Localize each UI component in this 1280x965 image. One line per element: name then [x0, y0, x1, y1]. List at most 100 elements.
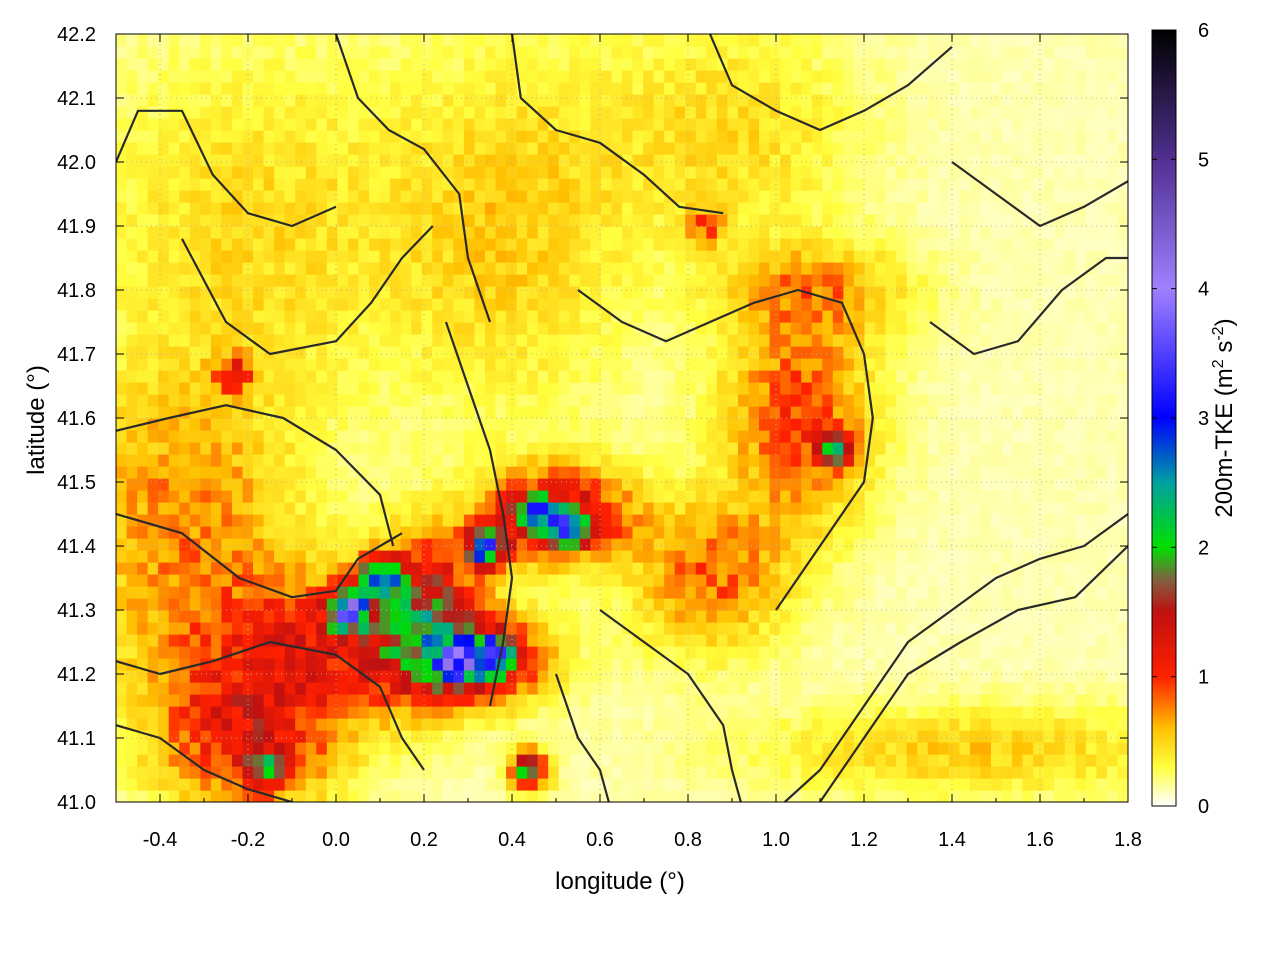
tke-cell: [1075, 382, 1086, 395]
tke-cell: [1065, 514, 1076, 527]
tke-cell: [285, 622, 296, 635]
tke-cell: [1023, 502, 1034, 515]
tke-cell: [1086, 394, 1097, 407]
tke-cell: [938, 730, 949, 743]
tke-cell: [759, 322, 770, 335]
tke-cell: [485, 754, 496, 767]
tke-cell: [1117, 718, 1128, 731]
tke-cell: [907, 418, 918, 431]
tke-cell: [348, 622, 359, 635]
tke-cell: [327, 610, 338, 623]
tke-cell: [464, 646, 475, 659]
tke-cell: [938, 406, 949, 419]
tke-cell: [875, 646, 886, 659]
tke-cell: [1096, 634, 1107, 647]
tke-cell: [601, 658, 612, 671]
tke-cell: [1096, 550, 1107, 563]
tke-cell: [485, 514, 496, 527]
tke-cell: [496, 346, 507, 359]
tke-cell: [1012, 466, 1023, 479]
tke-cell: [1117, 682, 1128, 695]
tke-cell: [1054, 358, 1065, 371]
tke-cell: [633, 442, 644, 455]
tke-cell: [243, 382, 254, 395]
tke-cell: [1117, 742, 1128, 755]
tke-cell: [706, 490, 717, 503]
tke-cell: [991, 562, 1002, 575]
tke-cell: [601, 286, 612, 299]
tke-cell: [1065, 646, 1076, 659]
tke-cell: [411, 214, 422, 227]
tke-cell: [264, 358, 275, 371]
tke-cell: [970, 742, 981, 755]
tke-cell: [443, 598, 454, 611]
tke-cell: [917, 250, 928, 263]
tke-cell: [791, 694, 802, 707]
tke-cell: [717, 502, 728, 515]
tke-cell: [390, 502, 401, 515]
tke-cell: [517, 202, 528, 215]
tke-cell: [685, 190, 696, 203]
tke-cell: [917, 586, 928, 599]
tke-cell: [538, 334, 549, 347]
tke-cell: [348, 790, 359, 803]
tke-cell: [664, 478, 675, 491]
tke-cell: [358, 286, 369, 299]
tke-cell: [274, 694, 285, 707]
tke-cell: [380, 442, 391, 455]
tke-cell: [211, 274, 222, 287]
tke-cell: [295, 706, 306, 719]
tke-cell: [559, 418, 570, 431]
tke-cell: [822, 730, 833, 743]
tke-cell: [548, 478, 559, 491]
tke-cell: [611, 286, 622, 299]
tke-cell: [1033, 586, 1044, 599]
tke-cell: [864, 622, 875, 635]
tke-cell: [358, 262, 369, 275]
tke-cell: [1054, 202, 1065, 215]
tke-cell: [633, 526, 644, 539]
tke-cell: [759, 562, 770, 575]
tke-cell: [791, 262, 802, 275]
tke-cell: [854, 238, 865, 251]
tke-cell: [706, 370, 717, 383]
tke-cell: [548, 682, 559, 695]
tke-cell: [306, 178, 317, 191]
tke-cell: [601, 550, 612, 563]
tke-cell: [358, 418, 369, 431]
tke-cell: [337, 286, 348, 299]
tke-cell: [337, 358, 348, 371]
tke-cell: [548, 718, 559, 731]
tke-cell: [200, 310, 211, 323]
tke-cell: [569, 694, 580, 707]
tke-cell: [369, 430, 380, 443]
tke-cell: [422, 466, 433, 479]
tke-cell: [727, 586, 738, 599]
tke-cell: [1023, 298, 1034, 311]
tke-cell: [390, 658, 401, 671]
tke-cell: [1096, 646, 1107, 659]
tke-cell: [548, 586, 559, 599]
tke-cell: [538, 250, 549, 263]
tke-cell: [527, 262, 538, 275]
tke-cell: [875, 226, 886, 239]
tke-cell: [812, 622, 823, 635]
tke-cell: [137, 238, 148, 251]
tke-cell: [770, 706, 781, 719]
tke-cell: [1002, 550, 1013, 563]
tke-cell: [886, 262, 897, 275]
tke-cell: [1002, 766, 1013, 779]
tke-cell: [538, 658, 549, 671]
tke-cell: [991, 778, 1002, 791]
tke-cell: [306, 418, 317, 431]
tke-cell: [527, 370, 538, 383]
tke-cell: [633, 190, 644, 203]
tke-cell: [801, 790, 812, 803]
tke-cell: [116, 682, 127, 695]
tke-cell: [1023, 730, 1034, 743]
tke-cell: [907, 706, 918, 719]
tke-cell: [380, 658, 391, 671]
tke-cell: [485, 730, 496, 743]
tke-cell: [443, 370, 454, 383]
tke-cell: [401, 454, 412, 467]
